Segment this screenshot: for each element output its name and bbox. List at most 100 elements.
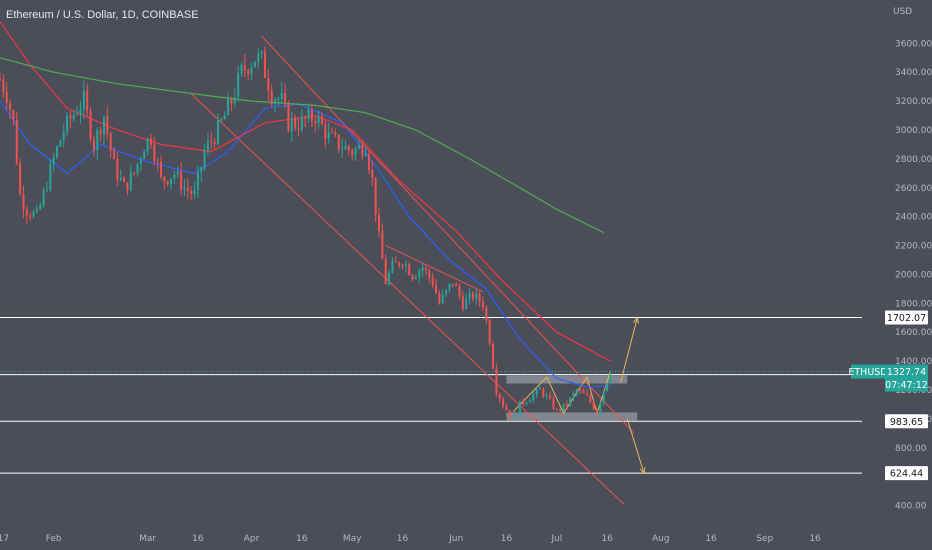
candle-body [522, 400, 525, 405]
price-levels-layer [0, 316, 862, 474]
candle-body [314, 120, 317, 124]
price-tick-label: 3400.00 [895, 68, 932, 78]
price-tag-label: 1702.07 [887, 313, 926, 324]
candle-body [495, 368, 498, 394]
candle-body [421, 267, 424, 271]
candle-body [237, 73, 240, 98]
candle-body [129, 172, 132, 191]
candle-body [227, 98, 230, 115]
candle-body [243, 64, 246, 71]
candle-body [478, 293, 481, 302]
range-zone [506, 412, 638, 421]
candle-body [163, 176, 166, 182]
candle-body [398, 262, 401, 266]
candle-body [72, 114, 75, 120]
candle-body [371, 169, 374, 178]
moving-average-green [0, 57, 604, 234]
price-tick-label: 2400.00 [895, 213, 932, 223]
candle-body [240, 64, 243, 74]
candle-body [247, 70, 250, 75]
candle-body [213, 141, 216, 145]
projection-arrowhead [639, 467, 646, 475]
price-tick-label: 1800.00 [895, 299, 932, 309]
time-tick-label: 16 [192, 534, 204, 544]
price-tick-label: 2600.00 [895, 184, 932, 194]
candle-body [378, 214, 381, 232]
candle-body [109, 133, 112, 150]
candle-body [505, 406, 508, 410]
candle-body [9, 102, 12, 111]
candle-body [156, 160, 159, 162]
candle-body [364, 153, 367, 156]
candle-body [99, 130, 102, 135]
candle-body [126, 182, 129, 191]
candle-body [253, 61, 256, 68]
candle-body [42, 190, 45, 206]
candle-body [435, 284, 438, 293]
candle-body [512, 416, 515, 418]
price-tag-box [885, 310, 928, 325]
candle-body [153, 144, 156, 161]
candle-body [455, 284, 458, 287]
candle-body [572, 393, 575, 398]
candle-body [394, 261, 397, 263]
candle-body [404, 264, 407, 267]
candle-body [485, 307, 488, 321]
time-tick-label: Aug [652, 534, 670, 544]
candle-body [528, 400, 531, 403]
candle-body [428, 269, 431, 278]
price-tick-label: 1600.00 [895, 328, 932, 338]
candle-body [193, 190, 196, 194]
time-tick-label: 16 [809, 534, 821, 544]
time-tick-label: 16 [705, 534, 717, 544]
candle-body [196, 172, 199, 191]
candle-body [206, 141, 209, 151]
candle-body [190, 190, 193, 194]
candle-body [274, 99, 277, 104]
candle-body [351, 150, 354, 156]
candle-body [535, 388, 538, 395]
candle-body [66, 115, 69, 132]
time-tick-label: 16 [397, 534, 409, 544]
candle-body [69, 115, 72, 120]
candle-body [562, 403, 565, 411]
time-tick-label: Apr [244, 534, 260, 544]
candle-body [384, 259, 387, 285]
candle-body [441, 294, 444, 304]
price-tag-box [885, 466, 928, 481]
candle-body [508, 409, 511, 417]
candle-body [116, 159, 119, 180]
candle-body [210, 141, 213, 143]
moving-average-blue [0, 100, 611, 388]
candle-body [367, 153, 370, 170]
candle-body [585, 393, 588, 396]
candle-body [539, 388, 542, 390]
candle-body [555, 409, 558, 411]
price-tick-label: 2000.00 [895, 270, 932, 280]
candle-body [287, 102, 290, 131]
candle-body [354, 148, 357, 156]
candle-body [401, 265, 404, 267]
candle-body [280, 93, 283, 99]
candle-body [49, 164, 52, 191]
trendline [261, 35, 635, 434]
candle-body [12, 110, 15, 120]
candle-body [542, 388, 545, 397]
price-tag-label: 624.44 [890, 469, 923, 480]
candle-body [596, 409, 599, 414]
candle-body [502, 399, 505, 407]
candle-body [15, 119, 18, 164]
candle-body [270, 90, 273, 104]
price-tick-label: 3600.00 [895, 39, 932, 49]
time-tick-label: May [343, 534, 362, 544]
candle-body [458, 286, 461, 297]
trendline [190, 93, 625, 505]
candle-body [569, 397, 572, 406]
candle-body [468, 292, 471, 299]
current-price-box [885, 364, 928, 392]
candle-body [582, 390, 585, 394]
candle-body [381, 231, 384, 260]
time-axis[interactable]: 17 Feb Mar 16 Apr 16 May 16 Jun 16 Jul 16 Aug 16 Sep 16 [0, 534, 821, 544]
